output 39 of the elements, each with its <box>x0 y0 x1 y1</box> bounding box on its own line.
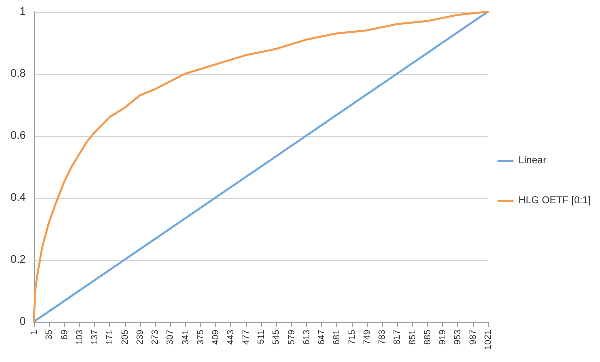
x-tick-label: 1 <box>29 330 39 336</box>
y-tick-label: 1 <box>20 6 26 18</box>
x-tick-label: 239 <box>134 330 145 346</box>
x-tick-label: 681 <box>332 330 342 346</box>
x-tick-label: 579 <box>286 330 296 346</box>
x-tick-label: 273 <box>150 330 160 346</box>
x-tick-label: 715 <box>346 330 357 346</box>
x-tick-label: 307 <box>165 330 176 346</box>
x-tick-label: 613 <box>301 330 312 346</box>
x-tick-label: 885 <box>422 330 432 346</box>
x-tick-label: 817 <box>392 330 402 346</box>
x-tick-label: 69 <box>59 330 70 340</box>
x-tick-label: 103 <box>74 330 84 346</box>
x-tick-label: 171 <box>104 330 115 346</box>
y-tick-label: 0.8 <box>10 68 26 80</box>
x-tick-label: 919 <box>438 330 448 346</box>
y-tick-label: 0.4 <box>10 192 26 204</box>
y-tick-label: 0.6 <box>10 130 26 142</box>
x-tick-label: 443 <box>226 330 236 346</box>
x-tick-label: 35 <box>44 330 54 340</box>
x-tick-label: 953 <box>452 330 463 346</box>
x-tick-label: 511 <box>256 330 266 344</box>
x-tick-label: 205 <box>120 330 130 346</box>
legend-label: HLG OETF [0:1] <box>518 196 592 206</box>
x-tick-label: 137 <box>90 330 100 346</box>
x-tick-label: 545 <box>271 330 282 346</box>
x-tick-label: 1021 <box>483 330 493 350</box>
y-tick-label: 0.2 <box>10 254 26 266</box>
x-tick-label: 341 <box>180 330 190 346</box>
x-tick-label: 749 <box>362 330 372 346</box>
x-tick-label: 851 <box>407 330 418 346</box>
x-tick-label: 409 <box>210 330 221 346</box>
x-tick-label: 477 <box>240 330 251 346</box>
x-tick-label: 375 <box>195 330 206 346</box>
x-tick-label: 647 <box>316 330 327 346</box>
x-tick-label: 987 <box>468 330 478 346</box>
legend-label: Linear <box>518 156 548 166</box>
y-tick-label: 0 <box>20 316 26 328</box>
x-tick-label: 783 <box>377 330 388 346</box>
